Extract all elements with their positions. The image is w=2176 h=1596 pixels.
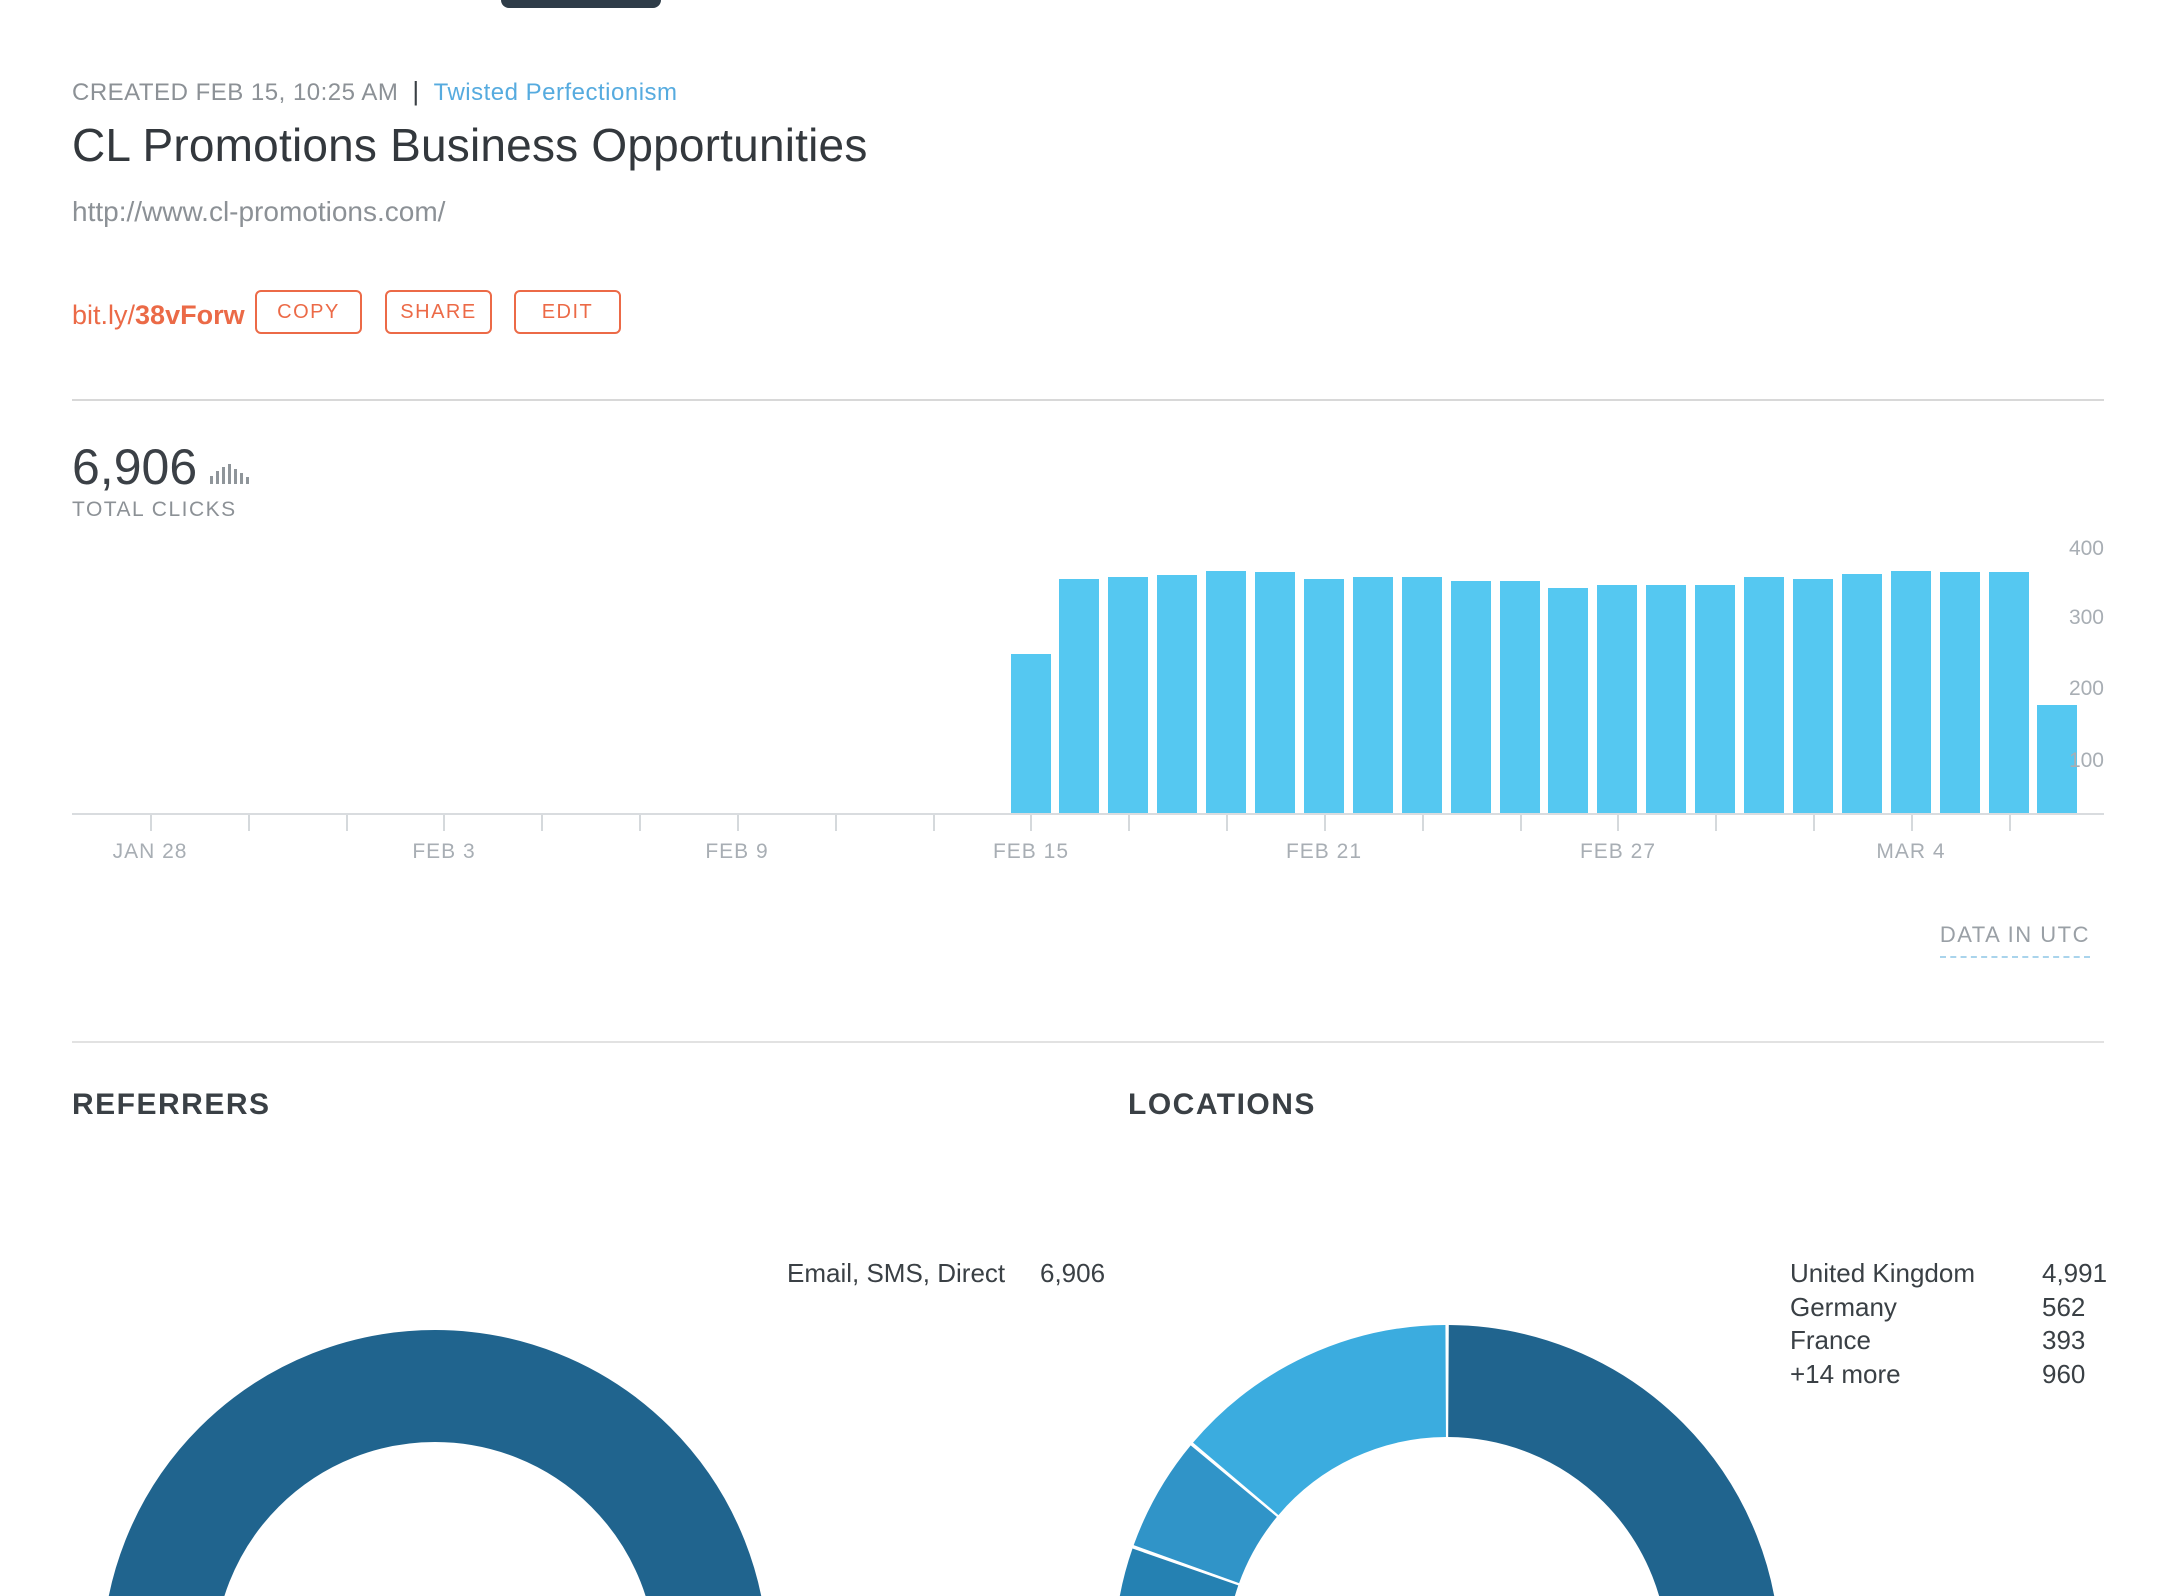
created-meta-row: CREATED FEB 15, 10:25 AM | Twisted Perfect… — [72, 76, 678, 107]
x-axis-label: FEB 9 — [705, 840, 769, 863]
clicks-bar[interactable] — [1303, 579, 1344, 813]
created-date-label: CREATED FEB 15, 10:25 AM — [72, 79, 399, 106]
donut-segment[interactable]: Email, SMS, Direct: 6906 — [102, 1330, 768, 1596]
clicks-bar[interactable] — [2037, 705, 2078, 813]
x-axis-tick — [1226, 815, 1228, 831]
location-legend-label: Germany — [1790, 1292, 1897, 1322]
clicks-bar[interactable] — [1450, 581, 1491, 813]
x-axis-label: FEB 3 — [412, 840, 476, 863]
x-axis-labels: JAN 28 FEB 3 FEB 9 FEB 15 FEB 21 FEB 27 MAR 4 — [72, 840, 2104, 870]
clicks-bar[interactable] — [1548, 588, 1589, 813]
x-axis-tick — [443, 815, 445, 831]
clicks-bar[interactable] — [1890, 571, 1931, 813]
clicks-bar[interactable] — [1597, 585, 1638, 813]
clicks-bar[interactable] — [1352, 577, 1393, 813]
clicks-bar[interactable] — [1499, 581, 1540, 813]
x-axis-tick — [933, 815, 935, 831]
location-legend-label: United Kingdom — [1790, 1258, 1975, 1288]
clicks-bar[interactable] — [1841, 574, 1882, 813]
divider — [72, 399, 2104, 401]
bitlink-hash: 38vForw — [135, 300, 245, 330]
clicks-bar[interactable] — [1401, 577, 1442, 813]
referrers-donut-chart: Email, SMS, Direct: 6906 — [102, 1330, 768, 1596]
x-axis-label: JAN 28 — [112, 840, 188, 863]
x-axis-tick — [1911, 815, 1913, 831]
long-url: http://www.cl-promotions.com/ — [72, 196, 446, 227]
x-axis-tick — [1422, 815, 1424, 831]
clicks-bar-chart — [72, 525, 2104, 813]
x-axis-tick — [1030, 815, 1032, 831]
total-clicks-label: TOTAL CLICKS — [72, 498, 237, 521]
y-axis-label: 400 — [2068, 537, 2104, 560]
y-axis-label: 200 — [2068, 677, 2104, 700]
edit-button[interactable]: EDIT — [514, 290, 621, 334]
x-axis-tick — [1520, 815, 1522, 831]
clicks-bar[interactable] — [1108, 577, 1149, 813]
location-legend-value: 960 — [2042, 1359, 2086, 1389]
x-axis-label: FEB 27 — [1579, 840, 1657, 863]
x-axis-tick — [541, 815, 543, 831]
clicks-bar[interactable] — [1059, 579, 1100, 813]
page-title: CL Promotions Business Opportunities — [72, 119, 868, 171]
divider — [72, 1041, 2104, 1043]
x-axis-tick — [1813, 815, 1815, 831]
share-button[interactable]: SHARE — [385, 290, 492, 334]
clicks-bar[interactable] — [1695, 585, 1736, 813]
x-axis-tick — [248, 815, 250, 831]
bitlink-text[interactable]: bit.ly/38vForw — [72, 300, 245, 331]
copy-button[interactable]: COPY — [255, 290, 362, 334]
clicks-bar[interactable] — [1010, 654, 1051, 813]
x-axis-tick — [2009, 815, 2011, 831]
x-axis-label: FEB 21 — [1285, 840, 1363, 863]
x-axis-tick — [1715, 815, 1717, 831]
location-legend-value: 562 — [2042, 1292, 2086, 1322]
x-axis-tick — [1324, 815, 1326, 831]
location-legend-label: +14 more — [1790, 1359, 1901, 1389]
meta-separator: | — [412, 76, 420, 106]
x-axis-tick — [1128, 815, 1130, 831]
clicks-bar[interactable] — [1988, 572, 2029, 813]
clicks-bar[interactable] — [1206, 571, 1247, 813]
x-axis-tick — [737, 815, 739, 831]
clicks-bar[interactable] — [1157, 575, 1198, 813]
referrer-legend-value: 6,906 — [1040, 1258, 1106, 1288]
x-axis-tick — [346, 815, 348, 831]
y-axis-label: 300 — [2068, 606, 2104, 629]
x-axis-tick — [639, 815, 641, 831]
clicks-bar[interactable] — [1792, 579, 1833, 813]
top-cutoff-button[interactable] — [501, 0, 661, 8]
locations-donut-chart: United Kingdom: 4991Germany: 562France: … — [1114, 1325, 1780, 1596]
x-axis-ticks — [72, 815, 2104, 835]
mini-bar-chart-icon — [210, 464, 254, 484]
bitlink-domain: bit.ly/ — [72, 300, 136, 330]
x-axis-label: FEB 15 — [992, 840, 1070, 863]
location-legend-value: 4,991 — [2042, 1258, 2108, 1288]
clicks-bar[interactable] — [1744, 577, 1784, 813]
locations-section-title: LOCATIONS — [1128, 1088, 1316, 1121]
referrer-legend-label: Email, SMS, Direct — [787, 1258, 1006, 1288]
location-legend-label: France — [1790, 1325, 1871, 1355]
x-axis-line — [72, 813, 2104, 815]
y-axis-label: 100 — [2068, 749, 2104, 772]
referrers-section-title: REFERRERS — [72, 1088, 271, 1121]
location-legend-value: 393 — [2042, 1325, 2086, 1355]
x-axis-label: MAR 4 — [1876, 840, 1946, 863]
clicks-bar[interactable] — [1646, 585, 1687, 813]
tag-link[interactable]: Twisted Perfectionism — [433, 79, 678, 106]
x-axis-tick — [835, 815, 837, 831]
x-axis-tick — [1617, 815, 1619, 831]
x-axis-tick — [150, 815, 152, 831]
clicks-bar[interactable] — [1939, 572, 1980, 813]
data-in-utc-note[interactable]: DATA IN UTC — [1939, 922, 2090, 958]
y-axis-labels: 400 300 200 100 — [2024, 525, 2104, 825]
clicks-bar[interactable] — [1255, 572, 1295, 813]
total-clicks-value: 6,906 — [72, 439, 198, 495]
